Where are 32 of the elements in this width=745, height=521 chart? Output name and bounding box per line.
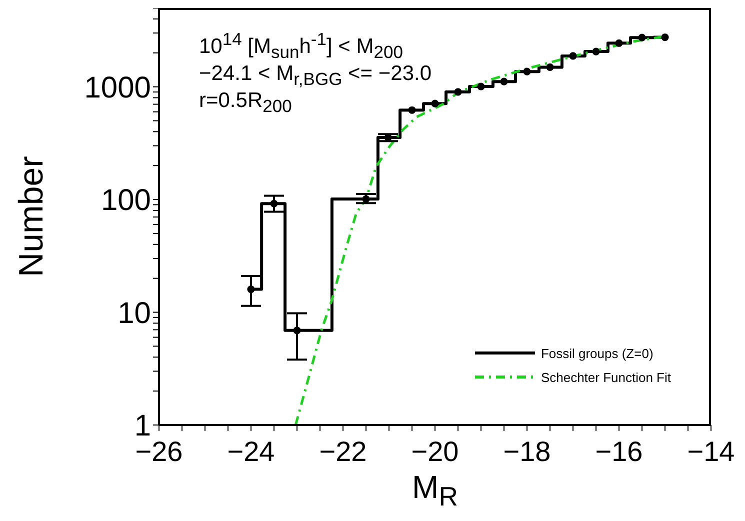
y-tick-label: 100 [100,184,151,218]
legend-label: Fossil groups (Z=0) [540,346,654,360]
x-tick-label: −24 [227,436,275,467]
point [293,326,301,334]
point [615,39,623,47]
point [270,200,278,208]
point [523,68,531,76]
y-tick-label: 1000 [84,71,151,104]
annotation: r=0.5R$_{200}$ [199,89,293,118]
point [362,195,370,203]
legend-label: Schechter Function Fit [540,370,671,384]
annotation: 10$^{14}$ [M$_{sun}$h$^{-1}$] < M$_{200}$ [199,28,404,64]
point [431,100,439,108]
x-tick-label: −18 [503,436,551,467]
annotation: −24.1 < M$_{r,BGG}$ <= −23.0 [199,62,432,90]
point [661,33,669,42]
point [454,88,462,96]
point [247,285,255,294]
x-tick-label: −14 [687,436,735,467]
point [546,63,554,72]
point [477,82,485,90]
x-tick-label: −22 [319,436,367,467]
x-tick-label: −16 [595,436,643,467]
x-tick-label: −20 [411,436,459,467]
point [592,48,600,56]
y-axis-title: Number [12,154,52,278]
point [500,78,508,86]
point [408,106,416,114]
point [638,34,646,42]
y-tick-label: 10 [118,296,151,330]
x-axis-title: M$_{R}$ [411,469,459,512]
point [569,52,577,60]
